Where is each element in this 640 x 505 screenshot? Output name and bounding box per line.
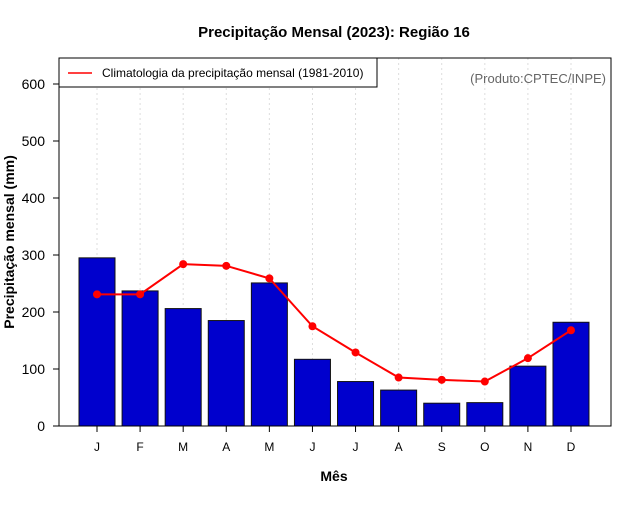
chart-title: Precipitação Mensal (2023): Região 16 — [198, 24, 470, 41]
climatology-point — [523, 354, 532, 363]
y-tick-label: 100 — [22, 361, 46, 377]
bars — [78, 257, 590, 427]
x-axis-label: Mês — [320, 468, 347, 484]
climatology-polyline — [97, 263, 572, 383]
y-tick-label: 200 — [22, 304, 46, 320]
bar — [552, 321, 590, 427]
x-tick-label: O — [480, 440, 489, 454]
x-tick-label: J — [309, 440, 315, 454]
climatology-point — [93, 290, 101, 299]
y-tick-label: 500 — [22, 133, 46, 149]
y-tick-label: 0 — [37, 418, 45, 434]
y-axis: 0 100 200 300 400 500 600 — [22, 76, 59, 434]
bar — [121, 290, 159, 427]
x-tick-label: D — [567, 440, 576, 454]
climatology-point — [566, 326, 575, 335]
bar — [164, 308, 202, 427]
climatology-point — [308, 322, 317, 331]
bar — [337, 381, 375, 427]
source-annotation: (Produto:CPTEC/INPE) — [470, 71, 606, 86]
x-tick-label: N — [524, 440, 533, 454]
x-tick-label: F — [136, 440, 143, 454]
legend-label: Climatologia da precipitação mensal (198… — [102, 66, 363, 80]
y-tick-label: 400 — [22, 190, 46, 206]
climatology-point — [351, 348, 360, 357]
bar — [293, 358, 331, 427]
climatology-point — [437, 375, 446, 384]
bar — [380, 389, 418, 427]
climatology-point — [136, 290, 145, 299]
x-tick-label: M — [178, 440, 188, 454]
bar — [250, 282, 288, 427]
x-tick-label: J — [353, 440, 359, 454]
bar — [78, 257, 116, 427]
bar — [466, 402, 504, 427]
y-tick-label: 300 — [22, 247, 46, 263]
y-tick-label: 600 — [22, 76, 46, 92]
climatology-point — [179, 260, 188, 269]
x-tick-label: J — [94, 440, 100, 454]
y-axis-label: Precipitação mensal (mm) — [1, 155, 17, 329]
legend: Climatologia da precipitação mensal (198… — [58, 57, 378, 88]
x-tick-label: S — [438, 440, 446, 454]
climatology-point — [222, 261, 231, 270]
x-tick-label: M — [264, 440, 274, 454]
legend-box — [58, 57, 378, 88]
bar — [207, 320, 245, 427]
bar — [509, 365, 547, 427]
x-tick-label: A — [222, 440, 230, 454]
climatology-point — [265, 274, 274, 283]
climatology-point — [480, 377, 489, 386]
bar — [423, 402, 461, 427]
climatology-line — [93, 260, 575, 386]
x-tick-label: A — [395, 440, 403, 454]
climatology-point — [394, 373, 403, 382]
